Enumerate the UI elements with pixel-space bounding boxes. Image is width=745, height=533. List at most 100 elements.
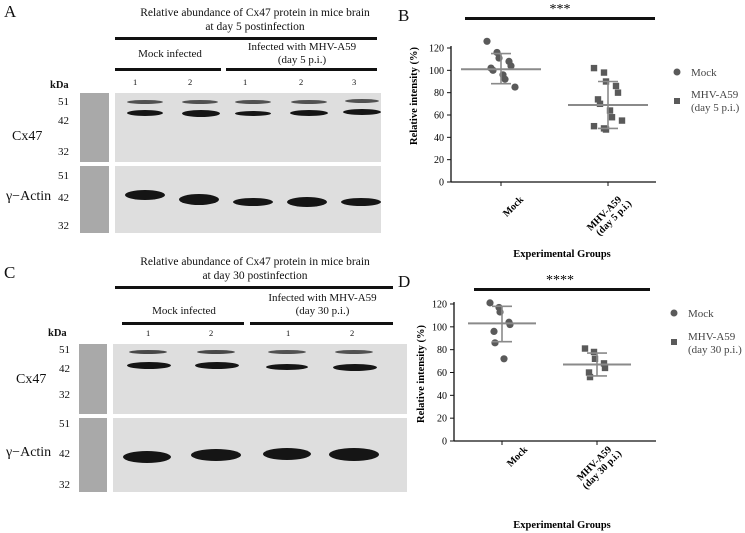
panel-a-actin-marker-42: 42 <box>58 192 69 204</box>
data-point <box>602 126 610 133</box>
data-point <box>618 117 626 124</box>
band <box>195 362 239 369</box>
panel-c-blot-actin <box>113 418 407 492</box>
panel-c-lane-1: 1 <box>146 328 151 338</box>
panel-a-lane-4: 2 <box>299 77 304 87</box>
panel-c-top-bar <box>115 286 393 289</box>
panel-c-lane-3: 1 <box>286 328 291 338</box>
band <box>341 198 381 206</box>
panel-d-chart: **** 0 20 40 60 80 100 120 Relative intensity … <box>416 273 742 531</box>
panel-a-letter: A <box>4 2 17 21</box>
data-point <box>590 348 598 356</box>
band <box>287 197 327 207</box>
band <box>266 364 308 370</box>
band <box>343 109 381 115</box>
y-tick-label: 20 <box>434 155 444 166</box>
data-point <box>581 345 589 352</box>
panel-a-blot-cx47 <box>115 93 381 162</box>
panel-a-lane-3: 1 <box>243 77 248 87</box>
panel-a-group-mock: Mock infected <box>138 48 202 60</box>
band <box>182 100 218 104</box>
panel-c-cx47-label: Cx47 <box>16 372 47 387</box>
band <box>127 110 163 116</box>
panel-a-lane-1: 1 <box>133 77 138 87</box>
data-point <box>500 355 508 363</box>
y-tick-label: 120 <box>429 44 444 55</box>
band <box>333 364 377 371</box>
data-point <box>507 62 515 70</box>
panel-b-marks <box>461 37 648 133</box>
panel-c-actin-marker-42: 42 <box>59 448 70 460</box>
data-point <box>600 69 608 76</box>
y-tick-label: 60 <box>434 111 444 122</box>
panel-d-letter: D <box>398 272 411 291</box>
panel-c-ladder-actin <box>79 418 107 492</box>
data-point <box>501 75 509 83</box>
band <box>263 448 311 460</box>
panel-a-group-infected: Infected with MHV-A59 (day 5 p.i.) <box>226 41 378 67</box>
panel-a-title-line2: at day 5 postinfection <box>205 21 305 33</box>
panel-a-mock-bar <box>115 68 221 71</box>
data-point <box>590 122 598 130</box>
band <box>182 110 220 117</box>
data-point <box>486 299 494 307</box>
data-point <box>600 360 608 367</box>
panel-d-legend-mhv-line2: (day 30 p.i.) <box>688 344 742 356</box>
panel-d-significance-bar <box>474 288 650 291</box>
panel-d-ylabel: Relative intensity (%) <box>416 325 427 423</box>
panel-a-group-infected-line1: Infected with MHV-A59 <box>247 41 357 53</box>
panel-b-xlabel: Experimental Groups <box>513 249 611 260</box>
panel-a-lane-2: 2 <box>188 77 193 87</box>
y-tick-label: 0 <box>442 437 447 448</box>
panel-d-xlabel: Experimental Groups <box>513 520 611 531</box>
panel-a-lane-5: 3 <box>352 77 357 87</box>
panel-d-legend-mock: Mock <box>688 308 714 320</box>
panel-c-actin-marker-32: 32 <box>59 479 70 491</box>
panel-b-ylabel: Relative intensity (%) <box>409 47 420 145</box>
panel-c-marker-42: 42 <box>59 363 70 375</box>
panel-a-title-line1: Relative abundance of Cx47 protein in mi… <box>140 7 370 19</box>
band <box>233 198 273 206</box>
panel-b-legend-mhv-line1: MHV-A59 <box>691 89 739 101</box>
band <box>197 350 235 354</box>
panel-b-significance: *** <box>550 2 571 17</box>
y-tick-label: 40 <box>437 391 447 402</box>
band <box>127 100 163 104</box>
panel-c-group-infected: Infected with MHV-A59 (day 30 p.i.) <box>250 292 395 318</box>
panel-c-group-infected-line2: (day 30 p.i.) <box>295 305 350 317</box>
data-point <box>490 327 498 335</box>
panel-a-ladder-actin <box>80 166 109 233</box>
panel-a-blot-actin <box>115 166 381 233</box>
panel-b-legend-mock: Mock <box>691 67 717 79</box>
data-point <box>612 82 620 90</box>
data-point <box>585 369 593 376</box>
panel-c-lane-2: 2 <box>209 328 214 338</box>
panel-a-cx47-label: Cx47 <box>12 129 43 144</box>
data-point <box>511 83 519 91</box>
band <box>290 110 328 116</box>
band <box>268 350 306 354</box>
panel-c-infected-bar <box>250 322 393 325</box>
panel-a-marker-51: 51 <box>58 96 69 108</box>
data-point <box>596 100 604 108</box>
y-tick-label: 60 <box>437 368 447 379</box>
band <box>335 350 373 354</box>
panel-a-marker-32: 32 <box>58 146 69 158</box>
panel-c-title-line1: Relative abundance of Cx47 protein in mi… <box>140 256 370 268</box>
band <box>329 448 379 461</box>
panel-c-title-line2: at day 30 postinfection <box>202 270 308 282</box>
band <box>129 350 167 354</box>
data-point <box>590 64 598 72</box>
panel-d-legend-mhv-line1: MHV-A59 <box>688 331 736 343</box>
panel-c-mock-bar <box>122 322 244 325</box>
panel-c-lane-4: 2 <box>350 328 355 338</box>
panel-c-kda-label: kDa <box>48 328 67 339</box>
data-point <box>483 37 491 45</box>
panel-b-chart: *** 0 20 40 60 80 100 120 Relative intensity (… <box>409 2 740 260</box>
data-point <box>489 66 497 74</box>
band <box>235 111 271 116</box>
y-tick-label: 40 <box>434 133 444 144</box>
band <box>123 451 171 463</box>
y-tick-label: 0 <box>439 178 444 189</box>
panel-d-axes: 0 20 40 60 80 100 120 <box>432 300 656 448</box>
